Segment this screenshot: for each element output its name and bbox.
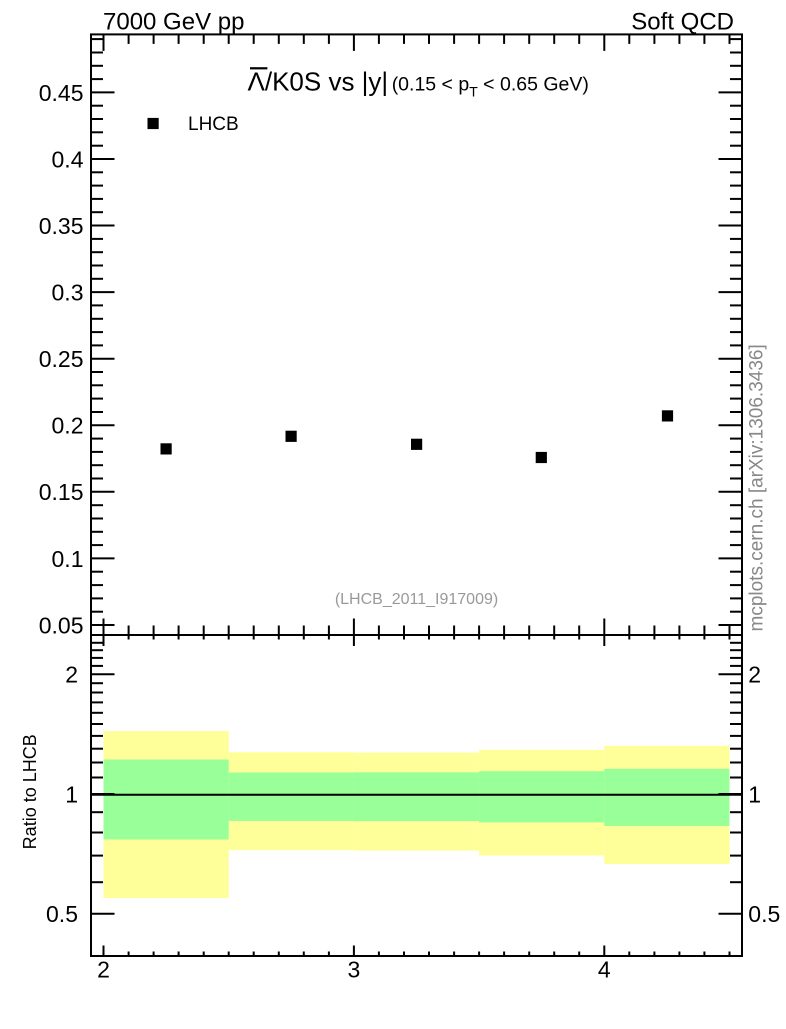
svg-text:0.45: 0.45	[39, 80, 84, 106]
svg-text:1: 1	[748, 781, 761, 807]
svg-text:2: 2	[97, 957, 110, 983]
svg-text:Λ/K0S vs |y|: Λ/K0S vs |y|	[248, 67, 389, 97]
svg-text:0.5: 0.5	[748, 901, 780, 927]
svg-text:(0.15 < pT < 0.65 GeV): (0.15 < pT < 0.65 GeV)	[392, 74, 589, 100]
svg-text:4: 4	[598, 957, 611, 983]
svg-text:0.4: 0.4	[52, 146, 84, 172]
svg-text:2: 2	[748, 662, 761, 688]
svg-text:Ratio to LHCB: Ratio to LHCB	[20, 734, 40, 849]
svg-text:3: 3	[348, 957, 361, 983]
svg-text:0.1: 0.1	[52, 546, 84, 572]
svg-text:7000 GeV pp: 7000 GeV pp	[103, 9, 244, 36]
svg-text:0.3: 0.3	[52, 280, 84, 306]
svg-text:mcplots.cern.ch [arXiv:1306.34: mcplots.cern.ch [arXiv:1306.3436]	[747, 344, 768, 631]
svg-text:2: 2	[65, 662, 78, 688]
svg-text:0.2: 0.2	[52, 413, 84, 439]
svg-text:0.25: 0.25	[39, 346, 84, 372]
svg-text:(LHCB_2011_I917009): (LHCB_2011_I917009)	[335, 591, 498, 608]
svg-text:0.35: 0.35	[39, 213, 84, 239]
svg-text:LHCB: LHCB	[188, 114, 239, 135]
svg-text:0.05: 0.05	[39, 612, 84, 638]
svg-text:Soft QCD: Soft QCD	[631, 9, 734, 36]
svg-text:0.15: 0.15	[39, 479, 84, 505]
svg-text:1: 1	[65, 781, 78, 807]
svg-text:0.5: 0.5	[46, 901, 78, 927]
